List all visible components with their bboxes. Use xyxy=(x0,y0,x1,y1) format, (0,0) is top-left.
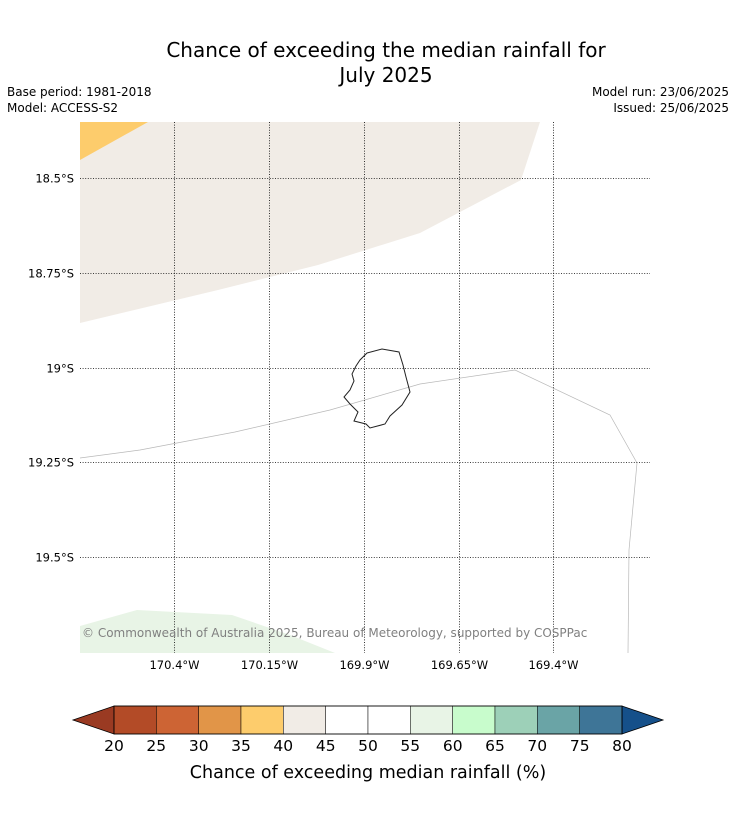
island-coastline xyxy=(343,348,411,429)
map-title: Chance of exceeding the median rainfall … xyxy=(0,38,736,88)
colorbar-tick: 75 xyxy=(570,737,590,755)
meta-left: Base period: 1981-2018 Model: ACCESS-S2 xyxy=(7,84,152,116)
colorbar-bin xyxy=(198,705,242,735)
region-55-60 xyxy=(80,610,335,653)
title-line-1: Chance of exceeding the median rainfall … xyxy=(166,38,606,62)
colorbar-bin xyxy=(367,705,411,735)
colorbar-tick: 70 xyxy=(527,737,547,755)
map-panel xyxy=(80,122,650,653)
colorbar-tick: 60 xyxy=(443,737,463,755)
colorbar-tick: 20 xyxy=(104,737,124,755)
lat-label: 19.5°S xyxy=(35,551,74,565)
lat-label: 18.5°S xyxy=(35,172,74,186)
issued-date: Issued: 25/06/2025 xyxy=(613,101,729,115)
colorbar: 20 25 30 35 40 45 50 55 60 65 70 75 80 C… xyxy=(71,705,665,783)
title-line-2: July 2025 xyxy=(339,63,433,87)
lat-label: 18.75°S xyxy=(28,267,74,281)
colorbar-bin xyxy=(579,705,623,735)
colorbar-bin xyxy=(156,705,199,735)
region-35-40 xyxy=(80,122,148,160)
colorbar-tick: 80 xyxy=(612,737,632,755)
meta-right: Model run: 23/06/2025 Issued: 25/06/2025 xyxy=(592,84,729,116)
colorbar-tick: 40 xyxy=(273,737,293,755)
copyright-notice: © Commonwealth of Australia 2025, Bureau… xyxy=(82,626,587,640)
base-period: Base period: 1981-2018 xyxy=(7,85,152,99)
lon-label: 170.4°W xyxy=(149,658,199,672)
lon-label: 169.65°W xyxy=(431,658,488,672)
colorbar-tick: 25 xyxy=(146,737,166,755)
colorbar-tick: 65 xyxy=(485,737,505,755)
lat-label: 19°S xyxy=(46,362,74,376)
colorbar-tick-labels: 20 25 30 35 40 45 50 55 60 65 70 75 80 xyxy=(104,737,632,755)
colorbar-bin xyxy=(113,705,157,735)
colorbar-bin xyxy=(325,705,369,735)
lon-label: 169.4°W xyxy=(528,658,578,672)
latitude-labels: 18.5°S 18.75°S 19°S 19.25°S 19.5°S xyxy=(28,172,74,565)
lat-label: 19.25°S xyxy=(28,456,74,470)
longitude-labels: 170.4°W 170.15°W 169.9°W 169.65°W 169.4°… xyxy=(149,658,578,672)
colorbar-tick: 55 xyxy=(400,737,420,755)
colorbar-tick: 45 xyxy=(316,737,336,755)
colorbar-bin xyxy=(240,705,284,735)
colorbar-tick: 30 xyxy=(189,737,209,755)
colorbar-bin xyxy=(283,705,326,735)
colorbar-bin xyxy=(410,705,453,735)
colorbar-tick: 50 xyxy=(358,737,378,755)
colorbar-bin xyxy=(452,705,496,735)
eez-boundary xyxy=(80,369,638,653)
colorbar-under-arrow xyxy=(71,705,115,735)
colorbar-bin xyxy=(537,705,580,735)
longitude-gridlines xyxy=(174,122,554,653)
colorbar-over-arrow xyxy=(621,705,665,735)
colorbar-frame xyxy=(113,705,623,735)
lon-label: 170.15°W xyxy=(241,658,298,672)
model-name: Model: ACCESS-S2 xyxy=(7,101,119,115)
model-run: Model run: 23/06/2025 xyxy=(591,85,729,99)
colorbar-title: Chance of exceeding median rainfall (%) xyxy=(190,763,546,783)
colorbar-tick: 35 xyxy=(231,737,251,755)
lon-label: 169.9°W xyxy=(339,658,389,672)
region-40-45 xyxy=(80,122,540,323)
colorbar-bin xyxy=(494,705,538,735)
colorbar-bins xyxy=(113,705,623,735)
